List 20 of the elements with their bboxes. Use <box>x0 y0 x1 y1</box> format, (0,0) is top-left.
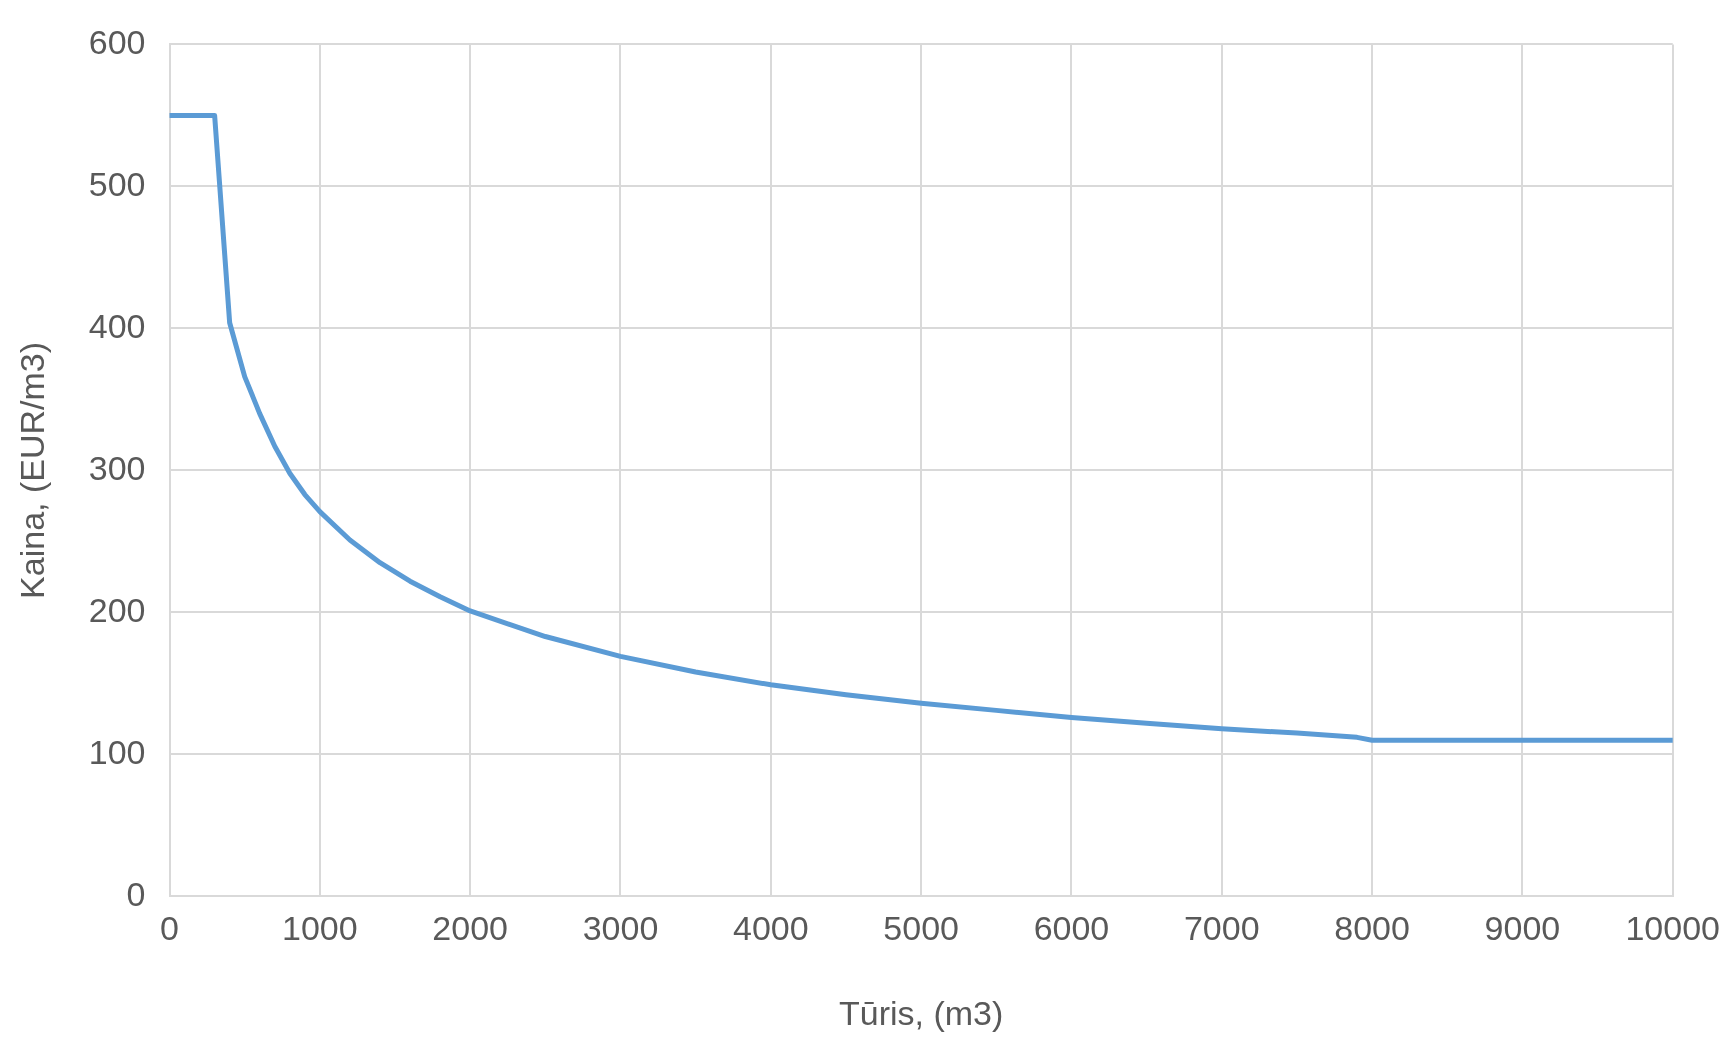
x-tick-label: 6000 <box>1033 909 1110 948</box>
x-tick-label: 10000 <box>1625 909 1720 948</box>
y-tick-label: 600 <box>88 22 146 61</box>
y-tick-label: 400 <box>88 306 146 345</box>
y-tick-label: 100 <box>88 732 146 771</box>
y-tick-label: 500 <box>88 164 146 203</box>
y-tick-label: 200 <box>88 590 146 629</box>
x-tick-label: 8000 <box>1334 909 1410 948</box>
x-tick-label: 2000 <box>432 909 508 948</box>
y-tick-label: 300 <box>88 448 146 487</box>
x-tick-label: 9000 <box>1484 909 1561 948</box>
x-tick-label: 3000 <box>582 909 659 948</box>
x-tick-label: 5000 <box>883 909 959 948</box>
y-axis-title: Kaina, (EUR/m3) <box>12 341 51 599</box>
x-axis-title: Tūris, (m3) <box>838 993 1004 1032</box>
y-tick-label: 0 <box>126 874 146 913</box>
x-tick-label: 7000 <box>1183 909 1260 948</box>
x-tick-label: 4000 <box>732 909 809 948</box>
x-tick-label: 0 <box>160 909 179 948</box>
x-tick-label: 1000 <box>282 909 358 948</box>
